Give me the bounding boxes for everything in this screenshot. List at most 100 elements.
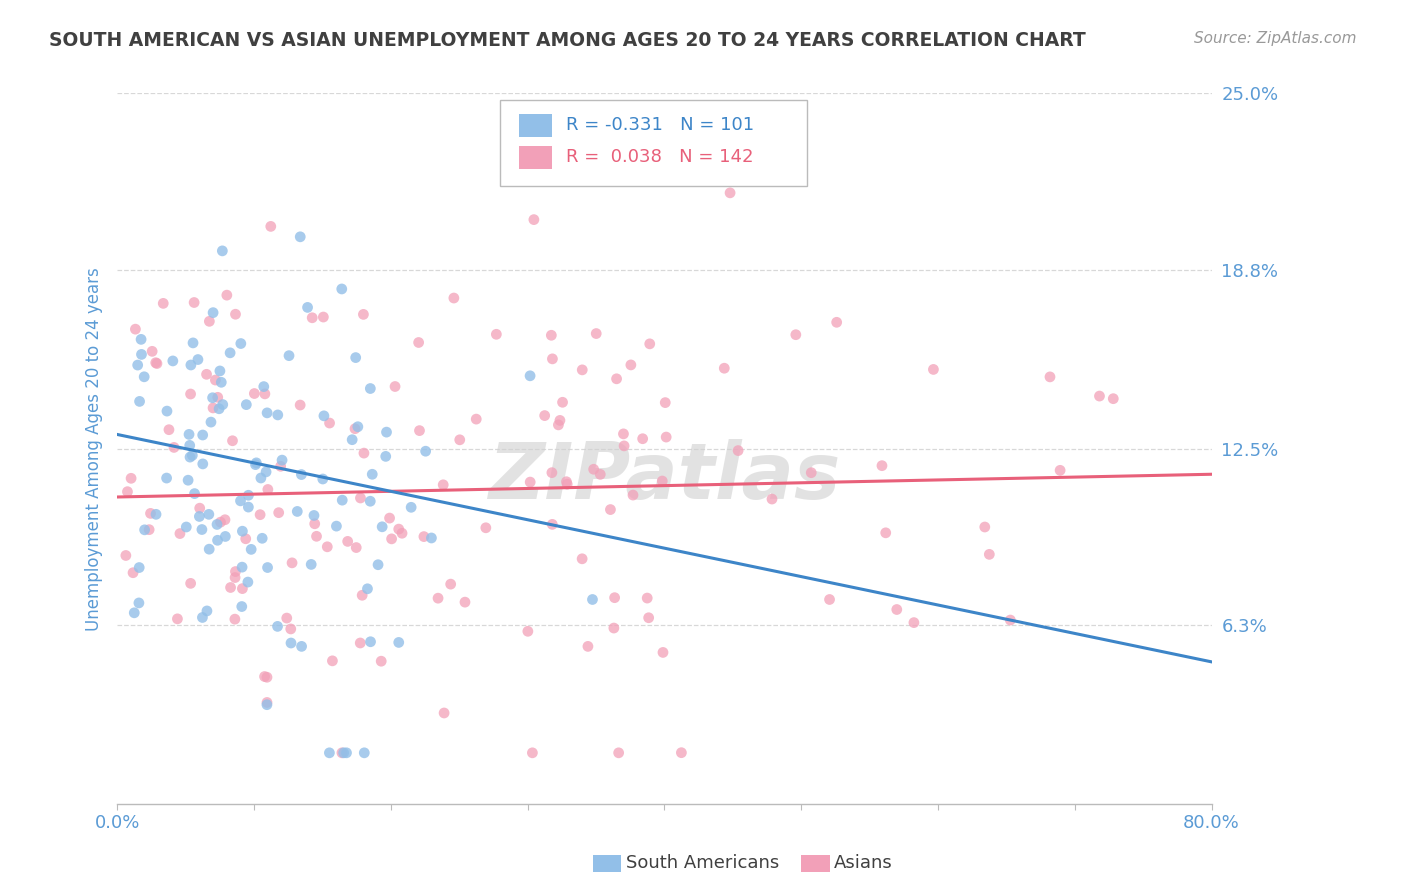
Point (408, 424, 430, 438)
Point (280, 636, 302, 650)
Text: R =  0.038   N = 142: R = 0.038 N = 142 (565, 148, 754, 166)
Point (285, 504, 308, 518)
Point (371, 520, 394, 534)
Point (191, 457, 214, 471)
Point (433, 706, 456, 720)
Point (636, 591, 658, 605)
Point (533, 409, 555, 423)
Point (1102, 392, 1125, 406)
Point (352, 307, 374, 321)
Point (257, 483, 280, 497)
Point (359, 494, 381, 508)
Point (1039, 370, 1062, 384)
Point (198, 508, 221, 522)
Point (302, 508, 325, 523)
Point (718, 186, 741, 200)
Point (589, 467, 612, 482)
Point (370, 654, 392, 668)
Point (256, 698, 278, 712)
Point (818, 592, 841, 607)
Point (240, 542, 263, 557)
Point (131, 347, 153, 361)
Point (166, 612, 188, 626)
Point (299, 558, 322, 572)
Point (305, 529, 328, 543)
Point (607, 746, 630, 760)
Point (415, 444, 437, 458)
Point (280, 622, 302, 636)
Point (316, 540, 339, 554)
Point (585, 326, 607, 341)
Point (177, 427, 200, 442)
Point (231, 560, 253, 574)
Point (519, 368, 541, 383)
Point (343, 422, 366, 436)
Point (344, 541, 367, 555)
Point (359, 382, 381, 396)
Point (134, 523, 156, 537)
Text: South Americans: South Americans (626, 855, 779, 872)
Point (205, 517, 228, 532)
Point (207, 390, 229, 404)
Point (209, 376, 232, 390)
Point (652, 645, 675, 659)
Point (256, 696, 278, 710)
Point (516, 624, 538, 639)
Point (224, 570, 246, 584)
Point (312, 310, 335, 324)
Point (183, 486, 205, 500)
Point (138, 523, 160, 537)
Point (361, 467, 384, 482)
Point (800, 466, 823, 480)
Point (340, 433, 363, 447)
Point (219, 346, 242, 360)
Point (408, 335, 430, 350)
Point (290, 467, 312, 482)
Point (115, 549, 138, 563)
Point (290, 229, 312, 244)
Point (973, 520, 995, 534)
Point (117, 484, 139, 499)
Point (541, 517, 564, 532)
Point (454, 595, 477, 609)
Point (304, 516, 326, 531)
Point (229, 336, 252, 351)
Point (336, 534, 359, 549)
Text: ZIPatlas: ZIPatlas (488, 439, 841, 515)
Point (886, 602, 908, 616)
Point (198, 542, 221, 557)
Point (162, 354, 184, 368)
Point (288, 398, 311, 412)
Point (145, 356, 167, 370)
Point (267, 506, 290, 520)
Point (581, 592, 603, 607)
Point (174, 520, 197, 534)
Point (169, 526, 191, 541)
Point (207, 533, 229, 548)
Point (360, 634, 382, 648)
Point (129, 332, 152, 346)
Point (1088, 389, 1111, 403)
Point (229, 493, 252, 508)
Point (155, 471, 177, 485)
Point (122, 566, 145, 580)
Point (181, 335, 204, 350)
Point (214, 513, 236, 527)
Point (177, 473, 200, 487)
Point (367, 558, 389, 572)
Point (551, 395, 574, 409)
Point (221, 434, 243, 448)
Point (141, 344, 163, 359)
Point (332, 746, 354, 760)
Point (179, 438, 201, 452)
Point (555, 475, 578, 489)
Point (440, 577, 463, 591)
Point (235, 398, 257, 412)
Point (870, 458, 893, 473)
Point (612, 426, 634, 441)
Point (235, 532, 257, 546)
Point (198, 314, 221, 328)
Point (651, 474, 673, 488)
Point (413, 530, 436, 544)
Point (318, 746, 340, 760)
